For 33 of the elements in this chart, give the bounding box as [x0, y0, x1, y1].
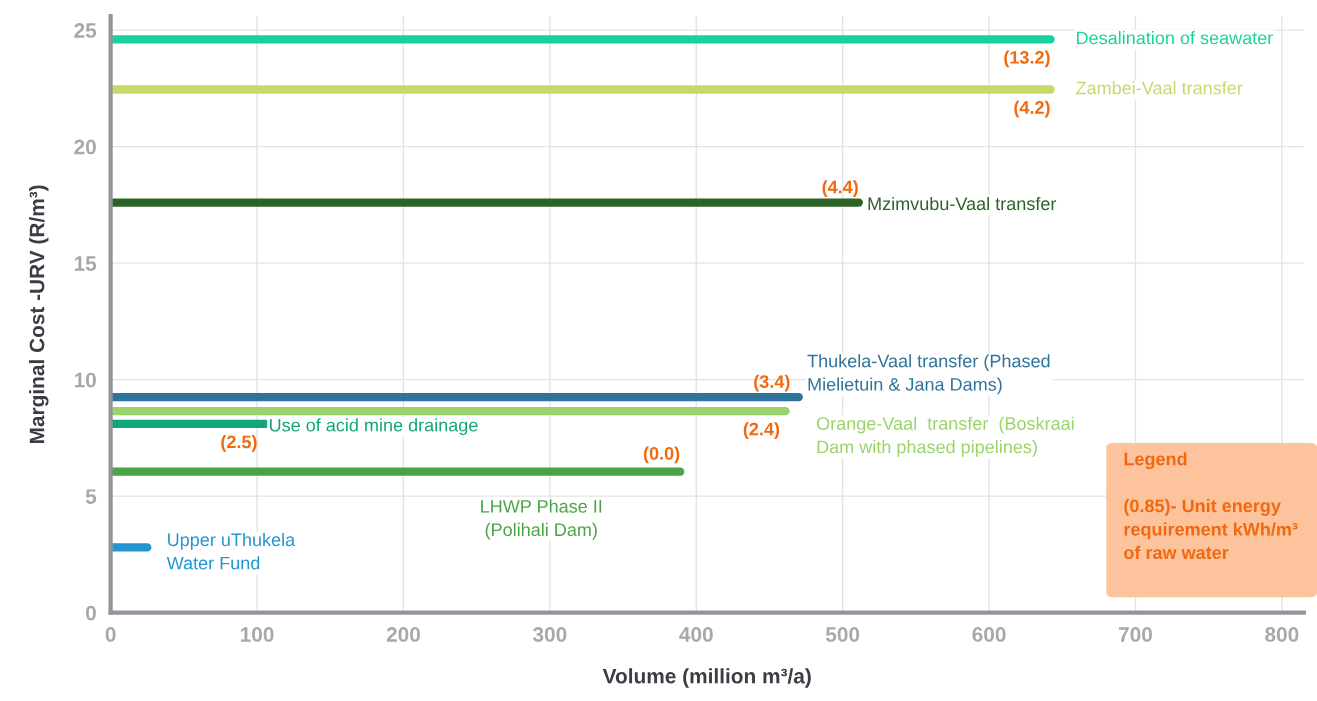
- series-label: LHWP Phase II (Polihali Dam): [481, 499, 602, 540]
- text: Legend (0.85)- Unit energy requirement kWh/m³ of raw water: [1124, 452, 1298, 560]
- series-label: Zambei-Vaal transfer: [1076, 81, 1243, 95]
- x-tick-label: 300: [532, 627, 567, 642]
- x-tick-label: 200: [386, 627, 420, 642]
- series-label: Thukela-Vaal transfer (Phased Mielietuin & Jana Dams): [807, 354, 1050, 395]
- y-tick-label: 5: [85, 489, 97, 504]
- x-tick-label: 600: [972, 627, 1006, 642]
- y-tick-label: 15: [74, 256, 97, 271]
- x-tick-label: 700: [1118, 627, 1152, 642]
- x-tick-label: 0: [105, 627, 116, 642]
- series-label: Desalination of seawater: [1077, 31, 1273, 45]
- x-axis-title: Volume (million m³/a): [602, 668, 811, 688]
- annotation: (2.4): [743, 422, 780, 440]
- x-tick-label: 100: [240, 627, 274, 642]
- y-tick-label: 0: [85, 605, 96, 621]
- y-tick-label: 20: [74, 139, 96, 155]
- series-label: Upper uThukela Water Fund: [166, 532, 296, 570]
- annotation: (13.2): [1004, 50, 1050, 68]
- x-tick-label: 800: [1265, 627, 1299, 642]
- annotation: (3.4): [754, 374, 790, 392]
- series-label: Use of acid mine drainage: [269, 418, 478, 436]
- y-tick-label: 10: [74, 372, 96, 388]
- annotation: (2.5): [221, 435, 257, 452]
- annotation: (0.0): [643, 446, 680, 464]
- y-tick-label: 25: [74, 23, 97, 38]
- y-axis-title: Marginal Cost -URV (R/m³): [29, 185, 49, 444]
- series-label: Mzimvubu-Vaal transfer: [868, 196, 1057, 211]
- series-label: Orange-Vaal transfer (Boskraai Dam with phased pipelines): [816, 416, 1074, 457]
- x-tick-label: 400: [679, 627, 713, 642]
- annotation: (4.4): [822, 180, 858, 197]
- x-tick-label: 500: [825, 627, 860, 642]
- annotation: (4.2): [1014, 100, 1050, 118]
